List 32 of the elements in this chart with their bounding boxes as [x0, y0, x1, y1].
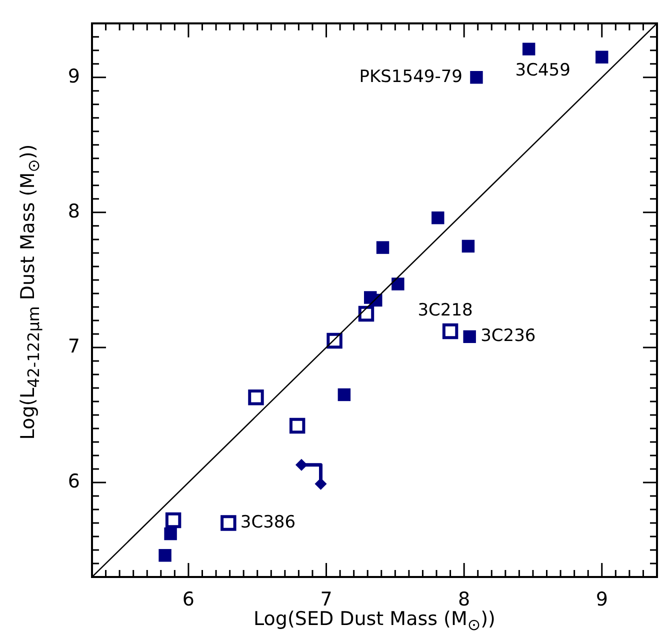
point: [432, 211, 444, 224]
point: [376, 241, 390, 254]
annotation: 3C218: [418, 300, 473, 321]
point: [462, 240, 475, 253]
point: [338, 388, 351, 402]
point: [158, 549, 172, 562]
point: [392, 278, 404, 290]
point: [289, 418, 306, 434]
x-tick-label: 8: [458, 588, 470, 610]
y-tick-label: 7: [68, 335, 80, 358]
point: [596, 50, 608, 64]
x-tick-label: 9: [596, 588, 608, 610]
y-tick-label: 6: [68, 470, 80, 492]
point: [470, 71, 483, 84]
point: [220, 515, 236, 531]
point: [442, 323, 458, 340]
y-tick-label: 9: [68, 65, 80, 88]
x-tick-label: 6: [182, 588, 195, 610]
point: [295, 458, 308, 471]
x-axis-title: Log(SED Dust Mass (M$_{⊙}$)): [254, 608, 496, 634]
annotation: 3C236: [480, 326, 536, 346]
point: [522, 42, 536, 56]
point: [165, 512, 182, 528]
y-tick-label: 8: [68, 200, 80, 222]
point: [248, 390, 264, 406]
point: [463, 330, 476, 344]
point: [358, 306, 374, 322]
annotation: 3C386: [240, 512, 296, 532]
point: [164, 527, 177, 540]
x-tick-label: 7: [320, 588, 332, 610]
annotation: PKS1549-79: [359, 66, 462, 87]
annotation: 3C459: [515, 60, 570, 80]
